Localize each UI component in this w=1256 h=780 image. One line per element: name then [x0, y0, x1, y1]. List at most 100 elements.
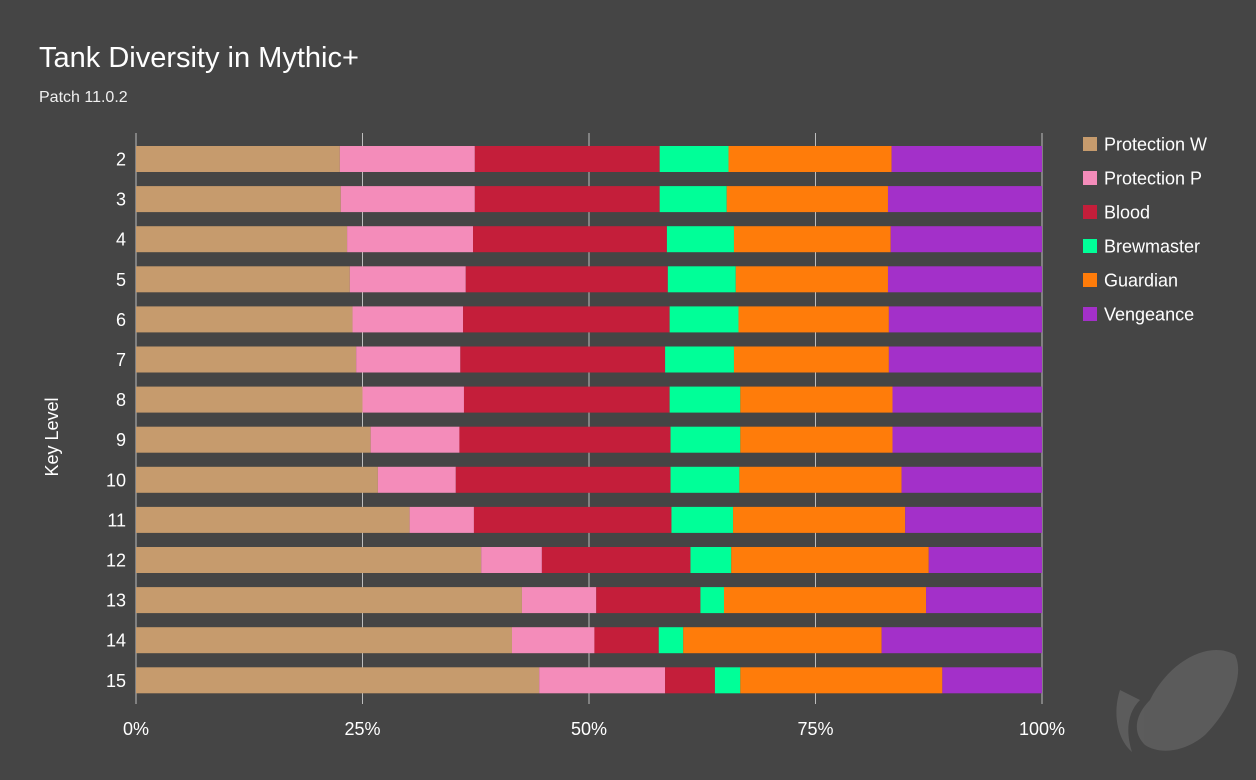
x-axis-ticks: 0% 25% 50% 75% 100%	[123, 719, 1065, 739]
logo-mark	[1116, 650, 1239, 752]
bar-segment	[658, 627, 684, 654]
bar-segment	[670, 466, 740, 493]
bar-segment	[659, 146, 729, 172]
bars	[136, 146, 1042, 694]
legend-label: Brewmaster	[1104, 237, 1200, 257]
bar-segment	[887, 266, 1042, 293]
bar-segment	[481, 547, 542, 573]
legend-item: Vengeance	[1083, 305, 1194, 325]
x-tick-label: 25%	[344, 719, 380, 739]
bar-segment	[740, 667, 943, 694]
legend-swatch	[1083, 171, 1097, 185]
grid	[135, 133, 1043, 704]
x-tick-label: 100%	[1019, 719, 1065, 739]
bar-segment	[362, 386, 464, 413]
legend-item: Guardian	[1083, 271, 1178, 291]
legend-item: Brewmaster	[1083, 237, 1200, 257]
legend-swatch	[1083, 205, 1097, 219]
legend-item: Protection P	[1083, 169, 1202, 189]
legend-item: Blood	[1083, 203, 1150, 223]
y-tick-label: 10	[106, 470, 126, 490]
bar-segment	[521, 587, 597, 614]
bar-segment	[409, 506, 474, 533]
bar-segment	[136, 266, 350, 293]
bar-segment	[539, 667, 666, 694]
bar-segment	[905, 506, 1042, 533]
bar-segment	[340, 186, 475, 213]
bar-segment	[136, 466, 378, 493]
bar-segment	[723, 587, 927, 614]
chart-subtitle: Patch 11.0.2	[39, 89, 128, 106]
bar-segment	[596, 587, 701, 614]
y-tick-label: 3	[116, 190, 126, 210]
bar-segment	[690, 547, 732, 573]
bar-segment	[891, 146, 1042, 172]
bar-segment	[726, 186, 888, 213]
y-tick-label: 12	[106, 551, 126, 571]
legend-swatch	[1083, 137, 1097, 151]
bar-segment	[901, 466, 1042, 493]
bar-segment	[136, 506, 410, 533]
legend-label: Protection W	[1104, 135, 1207, 155]
bar-segment	[669, 306, 739, 333]
bar-segment	[739, 466, 902, 493]
bar-segment	[890, 226, 1042, 253]
bar-segment	[463, 306, 670, 333]
bar-segment	[888, 306, 1042, 333]
y-tick-label: 2	[116, 150, 126, 170]
y-tick-label: 7	[116, 350, 126, 370]
bar-segment	[740, 386, 893, 413]
bar-segment	[356, 346, 461, 373]
bar-segment	[733, 346, 889, 373]
legend-item: Protection W	[1083, 135, 1207, 155]
y-tick-label: 6	[116, 310, 126, 330]
bar-segment	[700, 587, 724, 614]
y-tick-label: 8	[116, 390, 126, 410]
bar-segment	[541, 547, 691, 573]
x-tick-label: 50%	[571, 719, 607, 739]
bar-segment	[892, 386, 1042, 413]
bar-segment	[665, 667, 715, 694]
y-tick-label: 15	[106, 671, 126, 691]
bar-segment	[136, 306, 353, 333]
bar-segment	[370, 426, 460, 453]
bar-segment	[136, 426, 371, 453]
bar-segment	[511, 627, 595, 654]
bar-segment	[349, 266, 466, 293]
bar-segment	[733, 226, 891, 253]
bar-segment	[474, 186, 660, 213]
bar-segment	[352, 306, 464, 333]
bar-segment	[474, 146, 660, 172]
bar-segment	[731, 547, 929, 573]
chart-title: Tank Diversity in Mythic+	[39, 42, 359, 74]
legend: Protection W Protection P Blood Brewmaster G…	[1083, 135, 1207, 325]
bar-segment	[881, 627, 1042, 654]
bar-segment	[339, 146, 475, 172]
bar-segment	[136, 547, 482, 573]
y-tick-label: 11	[107, 510, 126, 530]
bar-segment	[136, 386, 363, 413]
bar-segment	[670, 426, 741, 453]
bar-segment	[887, 186, 1042, 213]
legend-label: Vengeance	[1104, 305, 1194, 325]
bar-segment	[928, 547, 1042, 573]
bar-segment	[728, 146, 892, 172]
bar-segment	[136, 587, 522, 614]
legend-swatch	[1083, 307, 1097, 321]
bar-segment	[377, 466, 456, 493]
y-tick-label: 9	[116, 430, 126, 450]
bar-segment	[671, 506, 734, 533]
legend-label: Guardian	[1104, 271, 1178, 291]
bar-segment	[347, 226, 474, 253]
legend-swatch	[1083, 239, 1097, 253]
bar-segment	[892, 426, 1042, 453]
bar-segment	[714, 667, 741, 694]
bar-segment	[740, 426, 893, 453]
bar-segment	[594, 627, 659, 654]
bar-segment	[465, 266, 668, 293]
bar-segment	[136, 346, 357, 373]
bar-segment	[136, 186, 341, 213]
bar-segment	[459, 426, 671, 453]
bar-segment	[738, 306, 889, 333]
